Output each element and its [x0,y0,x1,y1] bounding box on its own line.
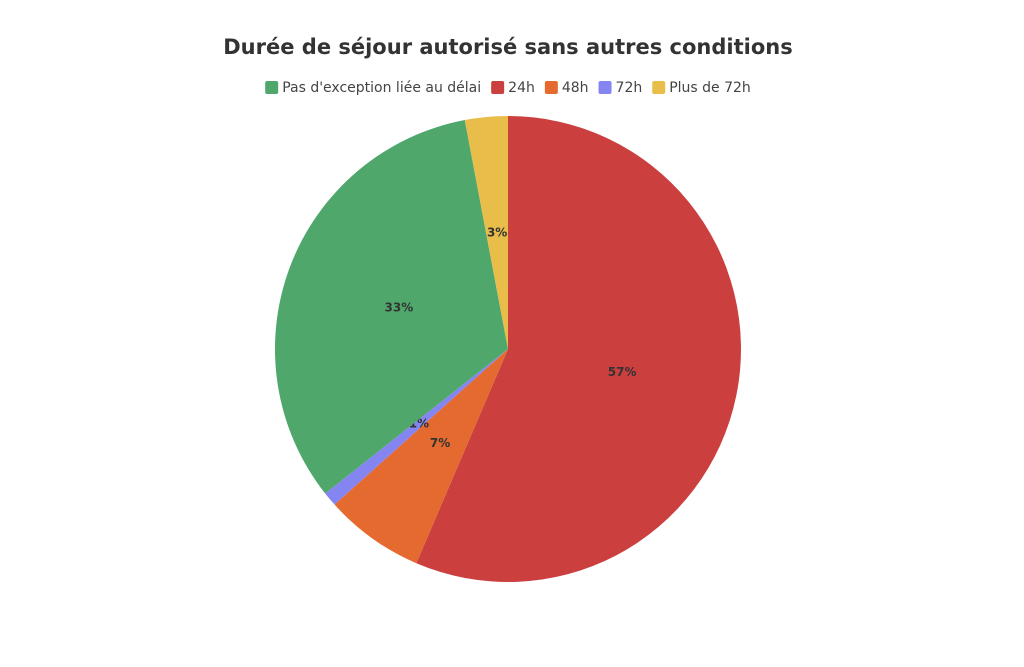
legend-label: 48h [562,80,589,96]
slice [274,120,508,494]
legend-label: Pas d'exception liée au délai [282,80,481,96]
slice-label: 57% [608,365,637,379]
slice [325,349,508,505]
legend-item: Pas d'exception liée au délai [265,80,481,96]
legend-label: 24h [508,80,535,96]
slice-label: 3% [487,226,507,240]
legend-item: 72h [598,80,643,96]
legend-label: Plus de 72h [669,80,751,96]
legend-swatch [598,81,612,94]
pie: 57%7%1%33%3% [274,116,742,582]
slice [464,116,508,349]
legend-label: 72h [616,80,643,96]
legend-swatch [491,81,505,94]
legend-swatch [544,81,558,94]
legend-item: 24h [491,80,535,96]
slice [416,116,742,582]
slice [334,349,508,564]
legend-item: 48h [544,80,589,96]
slice-label: 7% [430,436,450,450]
slice-label: 33% [385,301,414,315]
legend-item: Plus de 72h [652,80,751,96]
legend-swatch [265,81,279,94]
legend: Pas d'exception liée au délai 24h 48h 72h Pl… [265,80,751,96]
chart-title: Durée de séjour autorisé sans autres con… [223,35,792,59]
legend-swatch [652,81,666,94]
